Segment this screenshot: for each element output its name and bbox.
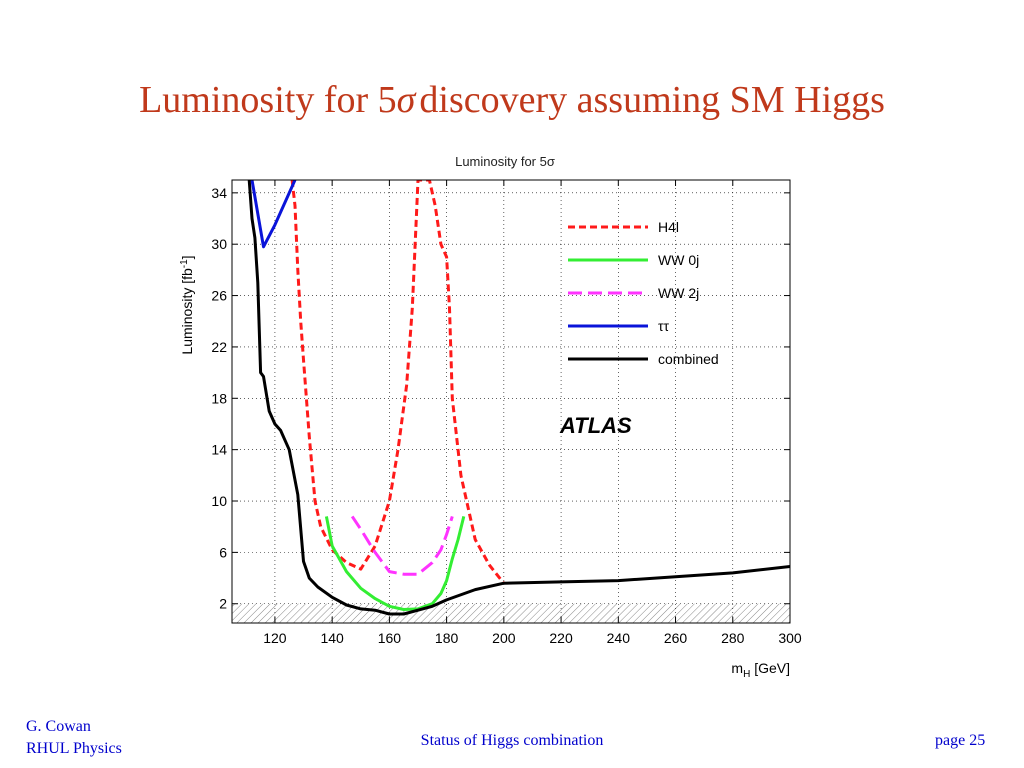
series-line-1 — [324, 516, 466, 611]
y-axis-label-main: Luminosity [fb — [179, 268, 195, 355]
x-tick-label: 280 — [721, 630, 745, 646]
y-axis-label-end: ] — [179, 255, 195, 259]
y-axis-label-sup: -1 — [179, 259, 190, 268]
y-tick-label: 2 — [219, 596, 227, 612]
x-axis-label: mH [GeV] — [731, 660, 790, 680]
series-layer — [247, 180, 790, 616]
x-axis-label-main: m — [731, 660, 743, 676]
legend-label-1: WW 0j — [658, 252, 699, 268]
x-tick-label: 160 — [378, 630, 402, 646]
series-line-2 — [350, 515, 454, 576]
excluded-band — [232, 603, 790, 623]
slide-title: Luminosity for 5σ discovery assuming SM H… — [0, 78, 1024, 122]
series-line-4 — [247, 180, 790, 616]
plot-frame — [231, 179, 791, 624]
page-number: page 25 — [935, 732, 986, 749]
legend-label-2: WW 2j — [658, 285, 699, 301]
y-tick-label: 6 — [219, 544, 227, 560]
x-tick-label: 200 — [492, 630, 516, 646]
x-axis-label-unit: [GeV] — [750, 660, 790, 676]
axis-ticks: 120 140 160 180 200 220 240 260 280 3002610141822… — [211, 180, 802, 646]
legend-label-4: combined — [658, 351, 719, 367]
chart-title: Luminosity for 5σ — [455, 154, 555, 169]
author-affiliation: RHUL Physics — [26, 740, 122, 757]
footer-title: Status of Higgs combination — [420, 732, 604, 749]
title-sigma: σ — [396, 79, 416, 121]
footer-author: G. Cowan RHUL Physics — [26, 716, 122, 760]
y-tick-label: 30 — [211, 236, 227, 252]
chart-svg: 120 140 160 180 200 220 240 260 280 3002610141822… — [179, 154, 802, 680]
legend: H4l WW 0j WW 2j ττ combined — [568, 219, 719, 367]
x-tick-label: 260 — [664, 630, 688, 646]
legend-label-0: H4l — [658, 219, 679, 235]
series-line-3 — [250, 180, 297, 249]
x-tick-label: 120 — [263, 630, 287, 646]
x-axis-label-sub: H — [743, 669, 750, 680]
title-post: discovery assuming SM Higgs — [419, 79, 885, 121]
x-tick-label: 180 — [435, 630, 459, 646]
y-tick-label: 10 — [211, 493, 227, 509]
title-pre: Luminosity for 5 — [139, 79, 397, 121]
y-tick-label: 26 — [211, 288, 227, 304]
x-tick-label: 220 — [549, 630, 573, 646]
grid — [232, 180, 791, 623]
x-tick-label: 300 — [778, 630, 802, 646]
y-tick-label: 34 — [211, 185, 227, 201]
y-tick-label: 18 — [211, 390, 227, 406]
x-tick-label: 240 — [607, 630, 631, 646]
series-line-0 — [290, 180, 505, 585]
y-tick-label: 14 — [211, 442, 227, 458]
atlas-label: ATLAS — [559, 413, 632, 438]
author-name: G. Cowan — [26, 718, 91, 735]
luminosity-chart: 120 140 160 180 200 220 240 260 280 300 2 6 10 14 18 22… — [170, 145, 810, 690]
x-tick-label: 140 — [320, 630, 344, 646]
y-tick-label: 22 — [211, 339, 227, 355]
legend-label-3: ττ — [658, 318, 670, 334]
y-axis-label: Luminosity [fb-1] — [179, 255, 195, 354]
